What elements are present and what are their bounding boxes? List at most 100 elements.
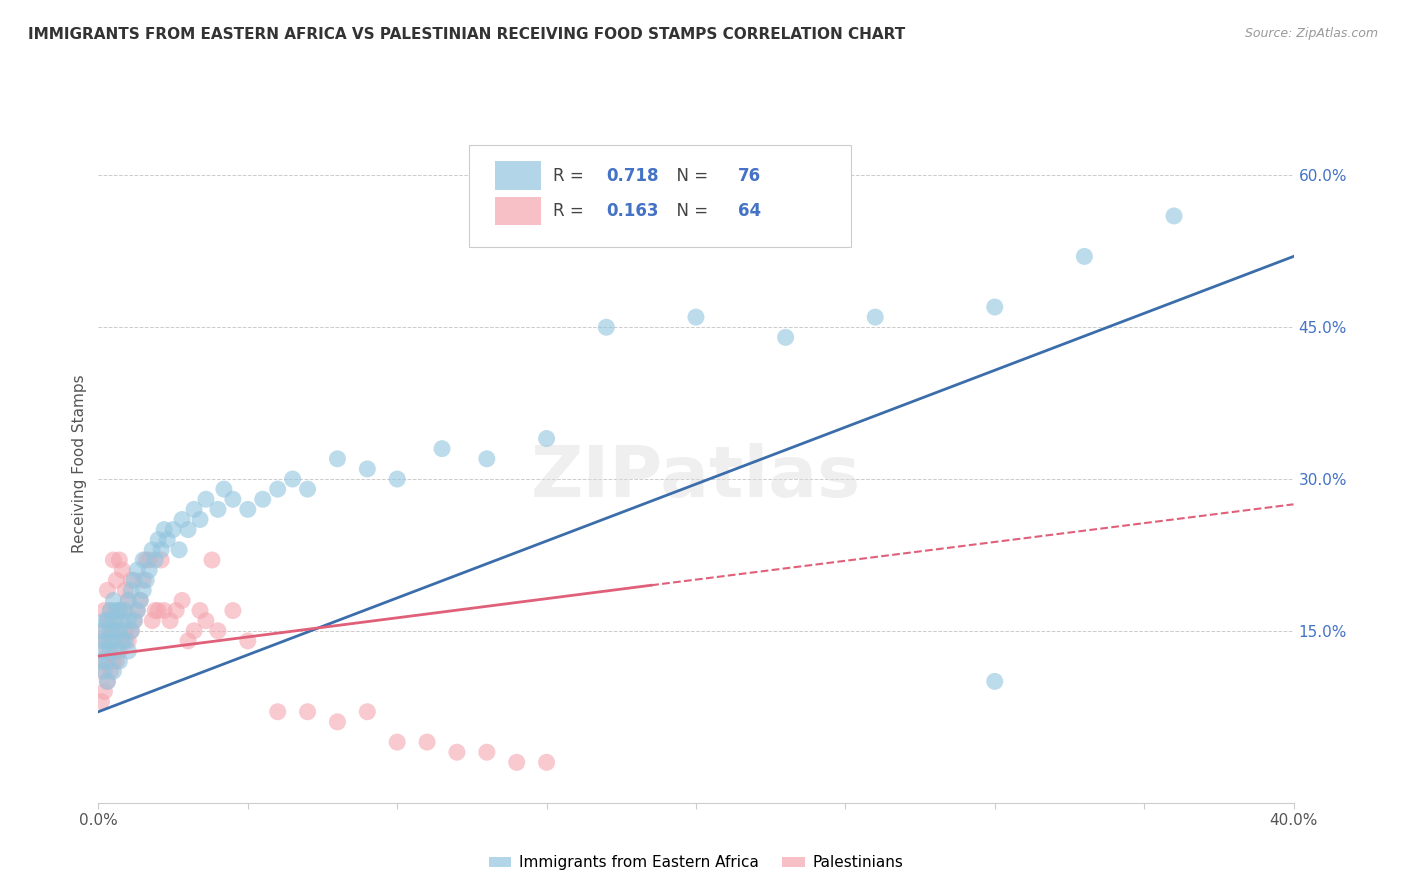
Point <box>222 603 245 617</box>
Point <box>685 310 707 325</box>
Point <box>90 654 112 668</box>
Point <box>90 695 112 709</box>
Point <box>108 624 131 638</box>
Point <box>96 614 118 628</box>
Point <box>430 442 453 456</box>
Point <box>177 634 200 648</box>
Point <box>165 603 187 617</box>
Point <box>207 502 229 516</box>
Text: N =: N = <box>666 202 713 220</box>
Point <box>105 624 128 638</box>
Point <box>124 614 146 628</box>
Point <box>117 593 139 607</box>
Point <box>188 603 211 617</box>
Point <box>103 634 125 648</box>
Point <box>108 654 131 668</box>
Point <box>156 533 179 547</box>
Point <box>252 492 274 507</box>
Point <box>100 634 122 648</box>
Point <box>195 492 218 507</box>
Point <box>183 502 205 516</box>
Point <box>117 634 139 648</box>
Point <box>120 624 142 638</box>
Point <box>93 624 115 638</box>
Text: 76: 76 <box>738 167 761 185</box>
Point <box>1163 209 1185 223</box>
Point <box>127 563 149 577</box>
Point <box>326 714 349 729</box>
Point <box>105 603 128 617</box>
Point <box>141 614 163 628</box>
Point <box>100 603 122 617</box>
Point <box>385 472 409 486</box>
Point <box>120 624 142 638</box>
Point <box>100 665 122 679</box>
Point <box>90 644 112 658</box>
Point <box>105 644 128 658</box>
Point <box>138 553 160 567</box>
FancyBboxPatch shape <box>470 145 852 247</box>
Point <box>100 603 122 617</box>
Point <box>132 573 155 587</box>
Point <box>143 603 166 617</box>
Point <box>90 634 112 648</box>
Point <box>117 644 139 658</box>
Point <box>506 756 529 770</box>
Point <box>138 563 160 577</box>
Point <box>865 310 887 325</box>
Text: 64: 64 <box>738 202 761 220</box>
Bar <box>495 161 540 190</box>
Point <box>172 512 194 526</box>
Point <box>114 603 136 617</box>
Point <box>108 603 131 617</box>
Point <box>267 705 290 719</box>
Point <box>105 573 128 587</box>
Point <box>103 665 125 679</box>
Point <box>111 614 134 628</box>
Point <box>159 614 181 628</box>
Point <box>536 432 558 446</box>
Point <box>177 523 200 537</box>
Point <box>108 553 131 567</box>
Text: N =: N = <box>666 167 713 185</box>
Point <box>984 674 1007 689</box>
Point <box>96 583 118 598</box>
Point <box>96 674 118 689</box>
Point <box>775 330 797 344</box>
Point <box>90 665 112 679</box>
Point <box>120 583 142 598</box>
Point <box>93 684 115 698</box>
Point <box>105 654 128 668</box>
Point <box>103 624 125 638</box>
Text: ZIPatlas: ZIPatlas <box>531 443 860 512</box>
Point <box>127 603 149 617</box>
Point <box>111 603 134 617</box>
Text: 0.163: 0.163 <box>606 202 659 220</box>
Point <box>236 634 259 648</box>
Point <box>150 542 173 557</box>
Point <box>111 634 134 648</box>
Text: 0.718: 0.718 <box>606 167 659 185</box>
Point <box>385 735 409 749</box>
Point <box>114 624 136 638</box>
Point <box>326 451 349 466</box>
Point <box>127 603 149 617</box>
Point <box>132 583 155 598</box>
Point <box>132 553 155 567</box>
Point <box>984 300 1007 314</box>
Point <box>595 320 617 334</box>
Point <box>103 593 125 607</box>
Point <box>446 745 468 759</box>
Legend: Immigrants from Eastern Africa, Palestinians: Immigrants from Eastern Africa, Palestin… <box>482 849 910 877</box>
Point <box>135 573 157 587</box>
Point <box>117 593 139 607</box>
Point <box>117 614 139 628</box>
Point <box>183 624 205 638</box>
Point <box>103 553 125 567</box>
Point <box>162 523 184 537</box>
Point <box>153 603 176 617</box>
Point <box>167 542 190 557</box>
Y-axis label: Receiving Food Stamps: Receiving Food Stamps <box>72 375 87 553</box>
Point <box>103 654 125 668</box>
Point <box>297 705 319 719</box>
